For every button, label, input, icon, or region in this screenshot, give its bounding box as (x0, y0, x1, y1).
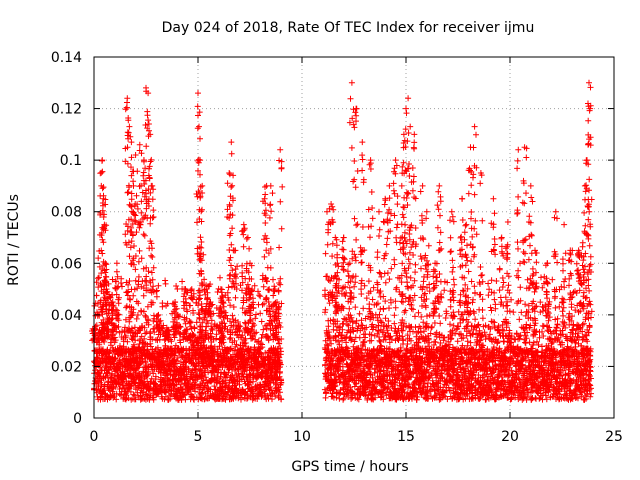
data-point (162, 280, 169, 287)
data-point (257, 310, 264, 317)
data-point (179, 278, 186, 285)
data-point (258, 318, 265, 325)
data-point (173, 283, 180, 289)
data-point (106, 349, 113, 356)
data-point (485, 292, 492, 299)
data-point (472, 316, 479, 323)
data-point (432, 339, 439, 346)
data-point (524, 276, 531, 283)
data-point (130, 391, 137, 398)
data-point (109, 276, 116, 283)
data-point (441, 287, 448, 294)
data-point (153, 293, 160, 300)
data-point (479, 315, 486, 322)
data-point (112, 355, 119, 362)
data-point (120, 338, 127, 345)
data-point (451, 281, 458, 288)
data-point (153, 287, 160, 294)
data-point (356, 310, 363, 317)
data-point (485, 280, 492, 287)
data-point (346, 284, 353, 291)
data-point (382, 279, 389, 286)
data-point (117, 342, 123, 349)
data-point (122, 332, 129, 339)
data-point (106, 367, 113, 374)
data-point (538, 274, 544, 281)
data-point (270, 276, 276, 283)
data-point (386, 305, 392, 312)
data-point (518, 309, 525, 316)
data-point (491, 296, 498, 303)
data-point (510, 309, 517, 316)
data-point (337, 390, 344, 397)
data-point (410, 306, 416, 313)
data-point (376, 337, 383, 344)
data-point (96, 341, 103, 348)
chart-title: Day 024 of 2018, Rate Of TEC Index for r… (162, 20, 535, 36)
data-point (165, 396, 172, 403)
data-point (546, 314, 553, 321)
data-point (253, 311, 259, 318)
data-point (429, 323, 435, 330)
data-point (155, 282, 162, 289)
data-point (447, 303, 454, 310)
data-point (113, 278, 119, 285)
data-point (107, 348, 114, 355)
data-points (89, 79, 595, 403)
data-point (424, 313, 430, 320)
data-point (356, 334, 363, 341)
data-point (471, 283, 478, 290)
data-point (256, 292, 263, 299)
data-point (260, 283, 267, 290)
data-point (159, 303, 166, 310)
data-point (122, 316, 129, 323)
data-point (96, 274, 102, 281)
data-point (113, 396, 120, 403)
data-point (454, 338, 461, 345)
data-point (131, 324, 138, 331)
data-point (414, 329, 420, 336)
data-point (133, 315, 140, 322)
data-point (487, 304, 494, 311)
data-point (415, 309, 422, 316)
data-point (436, 313, 443, 319)
data-point (437, 320, 444, 327)
data-point (217, 274, 223, 281)
data-point (116, 294, 122, 301)
data-point (122, 324, 128, 331)
data-point (442, 315, 449, 321)
data-point (259, 301, 266, 308)
data-point (391, 320, 398, 327)
data-point (124, 338, 131, 345)
data-point (368, 337, 375, 344)
data-point (468, 278, 475, 285)
data-point (112, 384, 119, 391)
data-point (115, 300, 122, 307)
data-point (407, 274, 414, 281)
data-point (493, 278, 500, 284)
data-point (400, 299, 406, 306)
data-point (516, 316, 523, 323)
data-point (418, 313, 425, 320)
data-point (467, 339, 474, 346)
data-point (118, 275, 125, 282)
data-point (537, 309, 544, 316)
data-point (98, 382, 105, 389)
data-point (340, 396, 347, 403)
